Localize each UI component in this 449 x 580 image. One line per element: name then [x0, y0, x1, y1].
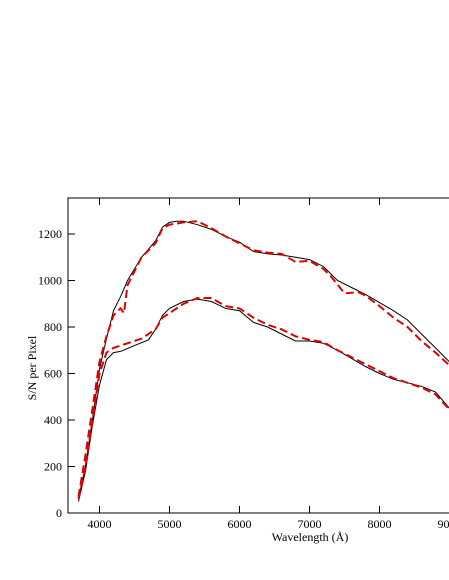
series-line — [78, 220, 449, 500]
x-axis-label: Wavelength (Å) — [272, 530, 349, 544]
y-tick-label: 1000 — [38, 274, 62, 288]
x-tick-label: 8000 — [368, 517, 392, 531]
y-tick-label: 400 — [44, 413, 62, 427]
y-axis-label: S/N per Pixel — [25, 335, 39, 400]
series-line — [77, 220, 449, 497]
series-line — [78, 298, 449, 502]
y-tick-label: 1200 — [38, 227, 62, 241]
series-line — [77, 297, 449, 500]
plot-frame — [67, 197, 449, 514]
y-tick-label: 200 — [44, 460, 62, 474]
y-tick-label: 600 — [44, 367, 62, 381]
y-tick-label: 800 — [44, 320, 62, 334]
x-tick-label: 7000 — [298, 517, 322, 531]
x-tick-label: 9000 — [438, 517, 449, 531]
y-tick-label: 0 — [56, 506, 62, 520]
x-tick-label: 6000 — [228, 517, 252, 531]
x-tick-label: 4000 — [88, 517, 112, 531]
x-tick-label: 5000 — [158, 517, 182, 531]
